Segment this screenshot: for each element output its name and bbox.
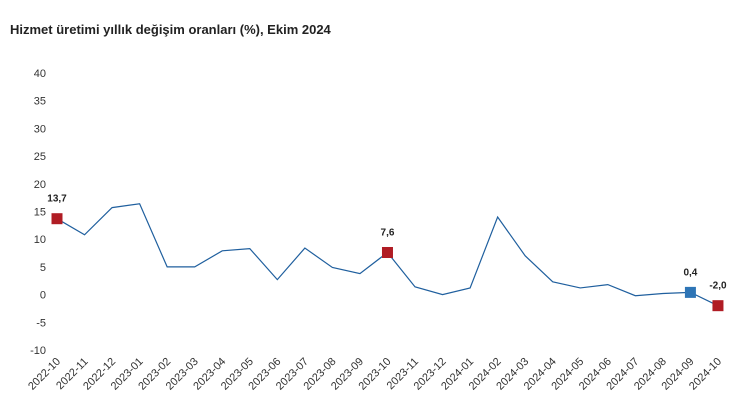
data-label: 0,4 [683,267,697,278]
y-tick-label: 30 [34,123,46,135]
data-label: 13,7 [47,194,67,205]
y-tick-label: -5 [36,317,46,329]
data-point-marker [684,286,696,298]
y-tick-label: 25 [34,151,46,163]
y-tick-label: 20 [34,179,46,191]
y-tick-label: 35 [34,96,46,108]
data-point-marker [712,300,724,312]
y-tick-label: 5 [40,262,46,274]
y-tick-label: 0 [40,290,46,302]
y-tick-label: -10 [30,345,46,357]
y-tick-label: 15 [34,207,46,219]
data-label: -2,0 [709,281,727,292]
y-tick-label: 40 [34,68,46,80]
data-point-marker [51,213,63,225]
y-tick-label: 10 [34,234,46,246]
data-point-marker [381,246,393,258]
data-label: 7,6 [381,227,395,238]
chart-title: Hizmet üretimi yıllık değişim oranları (… [10,22,331,37]
